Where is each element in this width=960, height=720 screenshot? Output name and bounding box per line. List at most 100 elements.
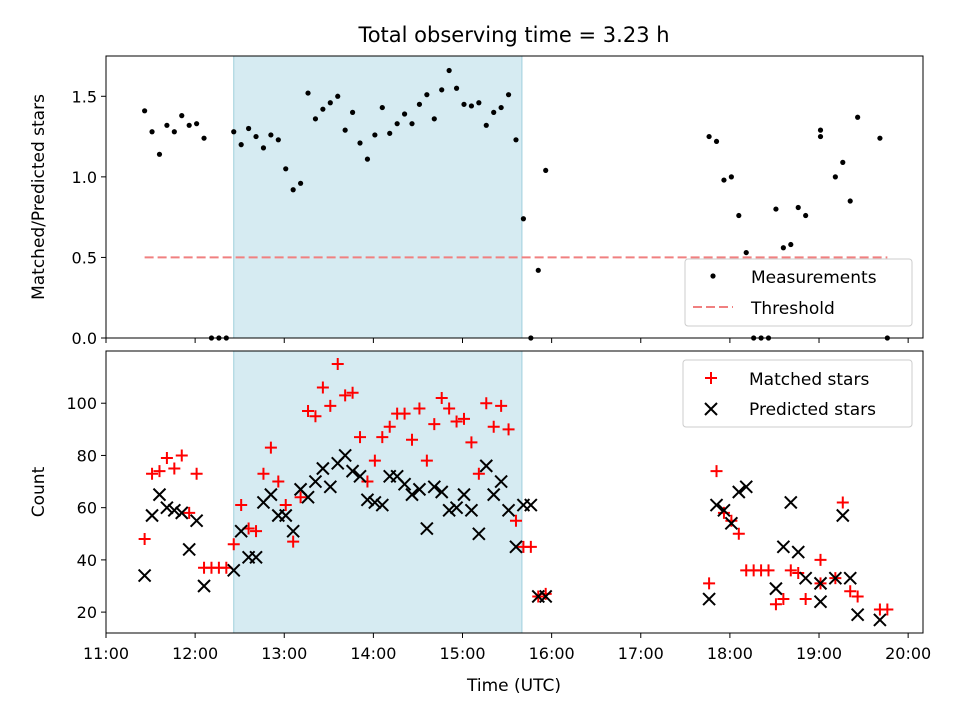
x-tick-label-1: 12:00 [172,644,218,663]
predicted-point-67 [843,571,857,585]
measurement-point-53 [535,267,541,273]
matched-point-55 [703,577,716,590]
measurement-point-8 [201,135,207,141]
matched-point-49 [502,423,515,436]
matched-point-21 [294,491,307,504]
measurement-point-65 [780,245,786,251]
measurement-point-2 [156,151,163,157]
y-tick-label-2: 1.0 [72,168,97,187]
measurement-point-13 [238,142,244,148]
measurement-point-67 [795,204,801,211]
matched-point-33 [383,420,396,433]
matched-point-40 [435,392,448,404]
measurement-point-37 [416,101,423,107]
predicted-point-69 [873,613,887,627]
bottom-y-ticks: 20 40 60 80 100 [66,394,106,622]
measurement-point-26 [335,93,341,99]
measurement-point-6 [186,122,192,128]
measurement-point-57 [721,177,727,183]
measurement-point-54 [543,167,549,174]
x-tick-label-0: 11:00 [83,644,129,663]
matched-point-37 [413,402,426,415]
measurement-point-56 [713,138,720,145]
predicted-point-34 [412,482,427,497]
measurement-point-24 [320,106,326,112]
matched-point-16 [257,467,270,480]
x-axis-label: Time (UTC) [466,676,561,696]
matched-point-52 [524,540,537,553]
predicted-point-43 [479,459,493,473]
measurement-point-33 [387,130,393,136]
predicted-point-36 [427,480,441,494]
matched-point-68 [799,593,812,606]
matched-point-64 [769,598,782,611]
predicted-point-20 [308,474,323,489]
measurement-point-35 [401,111,408,117]
matched-point-76 [881,603,894,616]
predicted-point-14 [264,487,278,502]
y-tick-label-0: 0.0 [72,329,97,348]
legend-threshold-label: Threshold [750,299,835,319]
measurement-point-0 [142,108,148,114]
measurement-point-28 [349,109,356,115]
matched-point-24 [316,381,329,394]
matched-point-22 [302,405,315,418]
y-tick-label-3: 1.5 [72,87,97,106]
matched-point-45 [472,467,485,480]
measurement-point-38 [424,92,430,98]
measurement-point-27 [342,127,348,133]
measurement-point-42 [453,85,460,91]
measurement-point-22 [305,90,311,96]
matched-point-13 [235,499,248,512]
predicted-point-12 [249,550,263,564]
chart-title: Total observing time = 3.23 h [357,23,669,47]
x-tick-label-4: 15:00 [439,644,485,663]
measurement-point-5 [179,113,185,119]
matched-point-74 [851,590,864,603]
matched-point-58 [725,514,738,527]
measurement-point-14 [246,125,252,132]
predicted-point-17 [286,524,300,538]
matched-point-46 [480,397,493,410]
measurement-points [142,67,890,341]
predicted-point-4 [167,503,182,517]
matched-point-35 [398,407,411,420]
predicted-point-56 [732,485,746,499]
matched-point-32 [376,431,389,444]
matched-point-63 [762,564,775,577]
matched-point-69 [814,553,827,566]
predicted-point-7 [189,514,204,528]
matched-point-36 [406,433,419,446]
predicted-point-26 [353,469,367,484]
matched-point-20 [287,535,300,548]
predicted-point-38 [442,503,456,517]
predicted-point-44 [486,487,501,502]
x-tick-label-7: 18:00 [707,644,753,663]
matched-point-73 [844,585,857,598]
matched-point-66 [784,564,797,577]
predicted-point-57 [739,480,753,494]
measurement-point-48 [498,104,504,111]
predicted-point-19 [301,490,315,504]
matched-point-26 [331,358,344,371]
matched-point-59 [732,527,745,540]
matched-point-56 [710,465,723,478]
matched-point-28 [346,386,359,399]
matched-point-42 [450,415,463,428]
top-legend: Measurements Threshold [684,258,913,327]
predicted-point-64 [813,594,828,609]
matched-point-2 [153,465,166,478]
legend-matched-marker [705,372,717,384]
x-tick-label-8: 19:00 [796,644,842,663]
predicted-point-53 [709,498,724,512]
x-tick-label-5: 16:00 [529,644,575,663]
predicted-point-2 [152,487,167,502]
matched-point-15 [250,525,263,538]
bottom-y-axis-label: Count [29,466,49,517]
bottom-x-ticks: 11:00 12:00 13:00 14:00 15:00 16:00 17:00 18:00… [83,633,931,663]
predicted-point-16 [279,508,293,523]
measurement-point-30 [364,156,371,162]
bottom-shaded-span [233,350,523,634]
matched-point-43 [457,412,470,425]
matched-point-18 [272,475,285,488]
